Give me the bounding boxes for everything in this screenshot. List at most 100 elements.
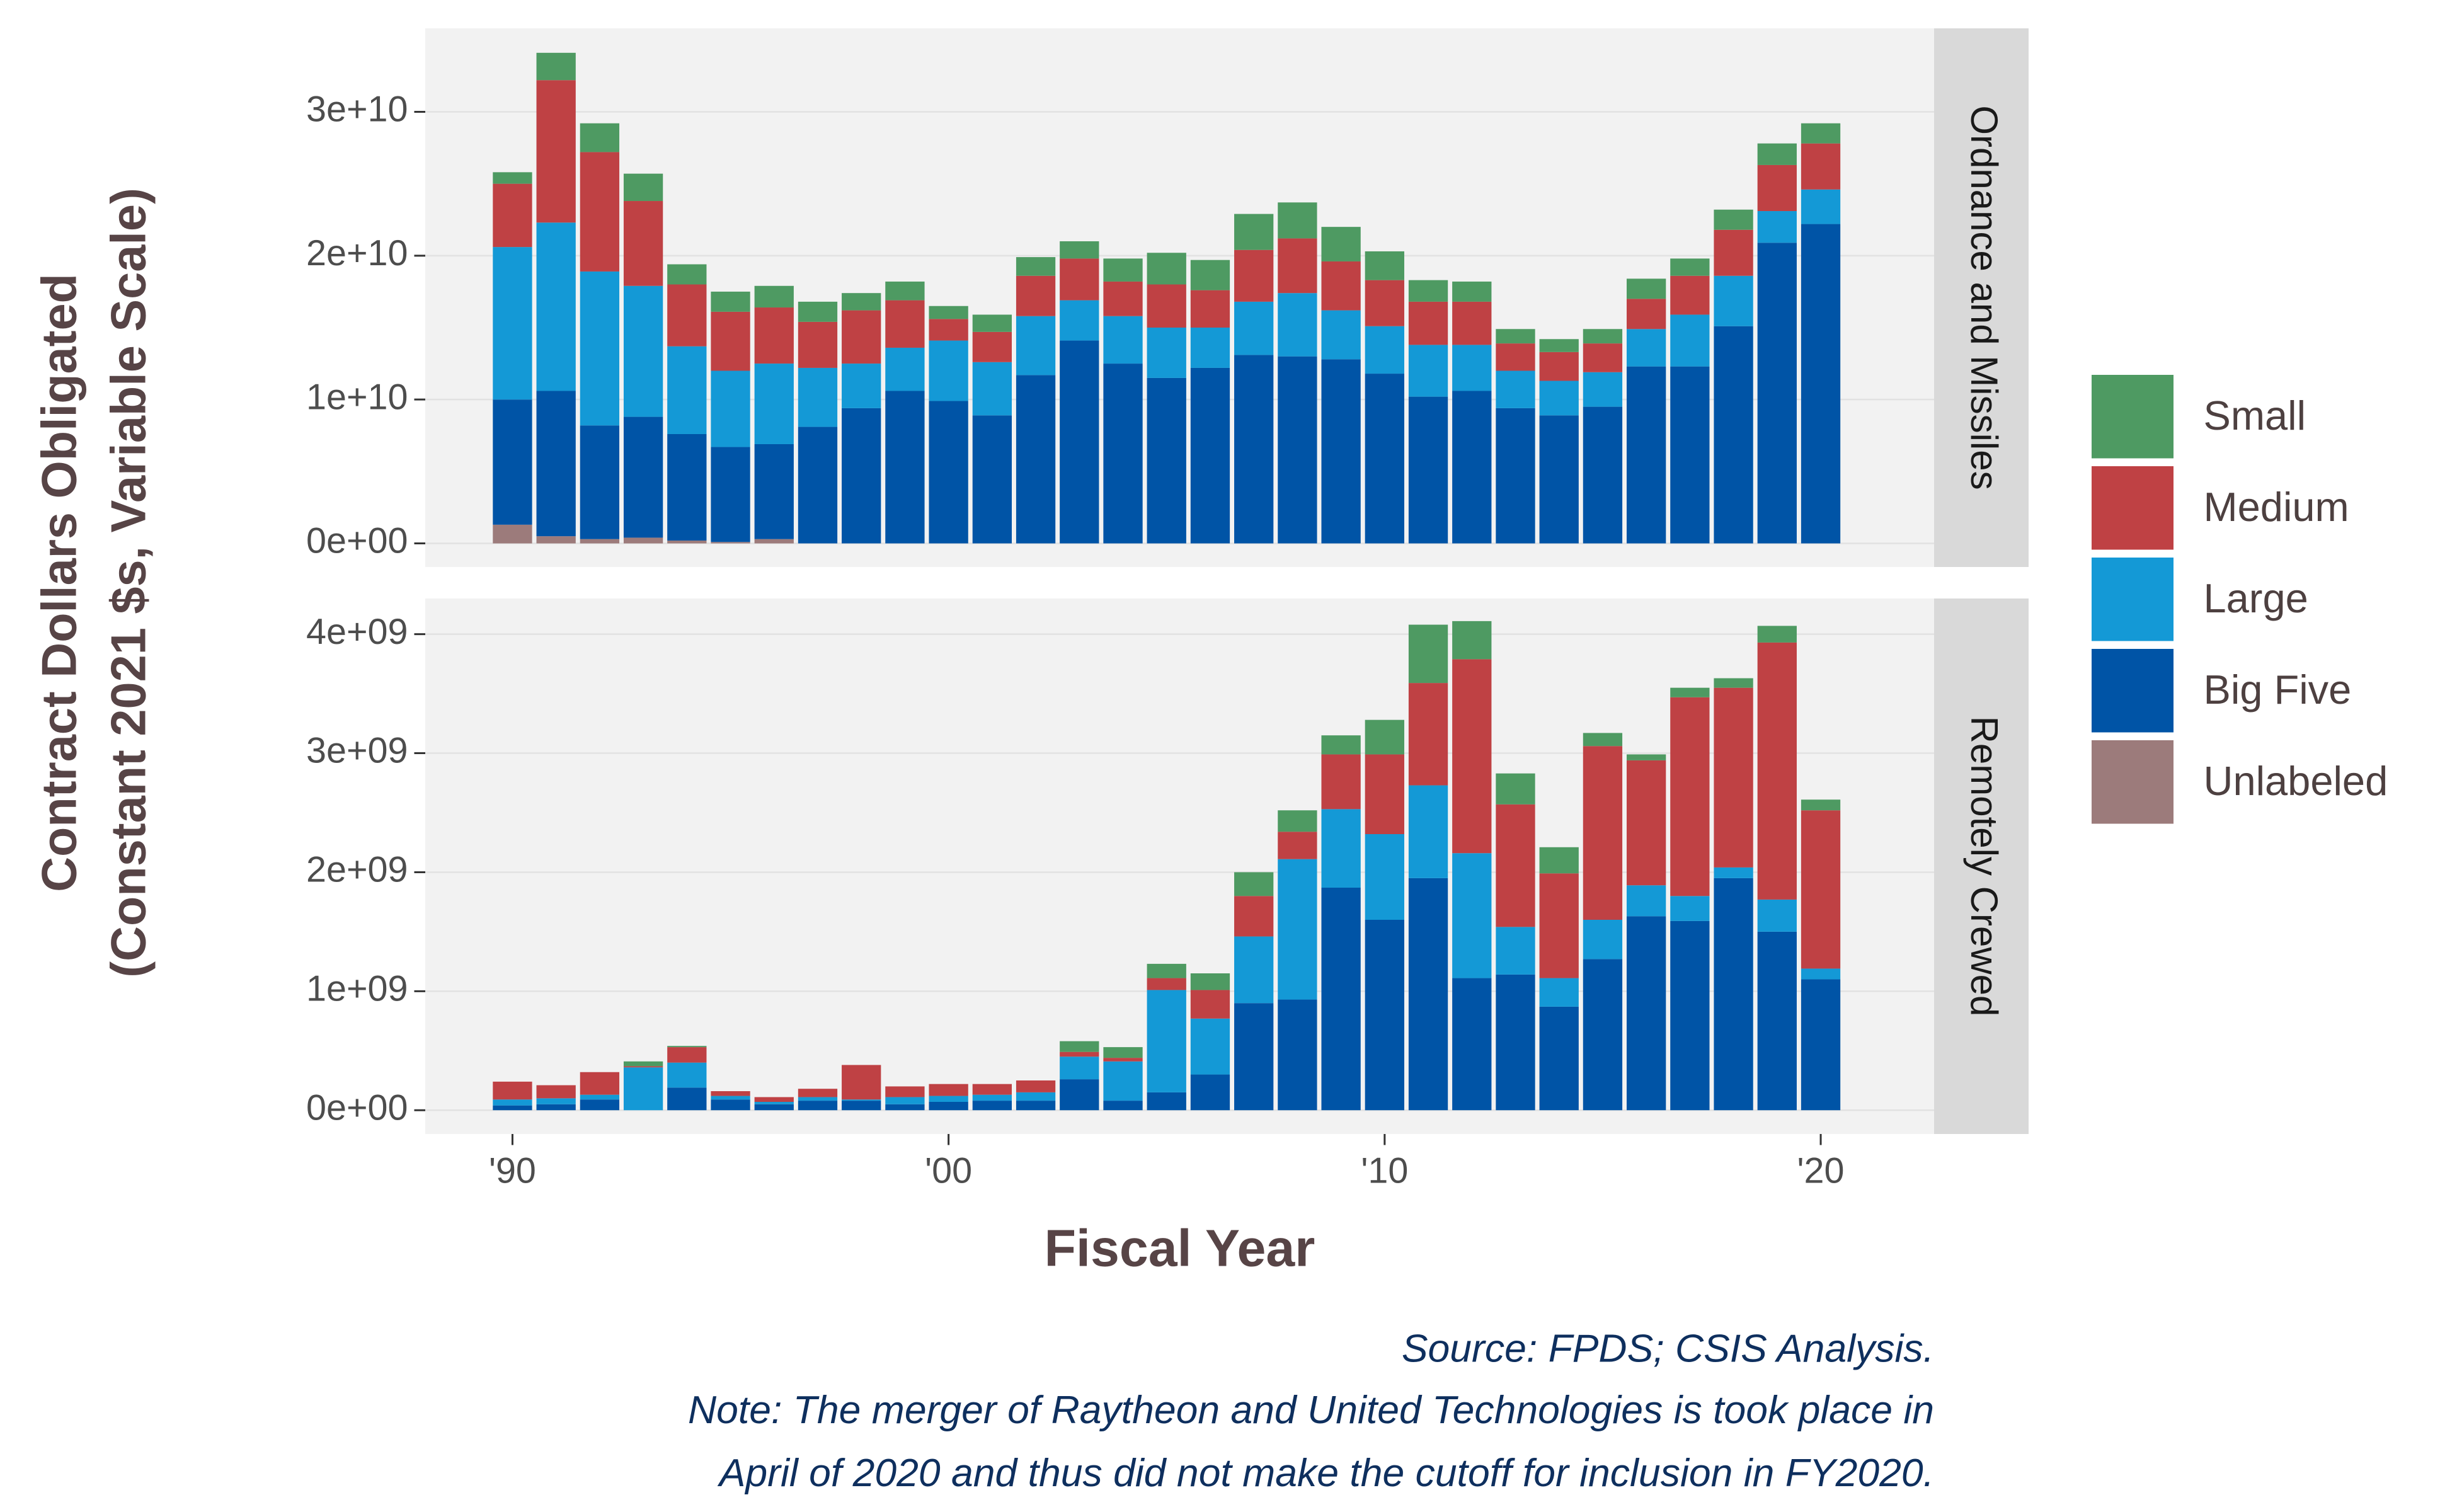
bar-segment [1801, 799, 1841, 811]
bar-segment [842, 1065, 881, 1100]
bar-segment [1278, 810, 1317, 832]
bar-segment [667, 1062, 707, 1088]
bar-segment [1670, 896, 1710, 921]
bar-segment [1365, 920, 1404, 1111]
bar-segment [1714, 678, 1753, 688]
bar-segment [1583, 959, 1623, 1111]
bar-segment [667, 264, 707, 285]
y-tick-label: 2e+10 [306, 233, 408, 273]
bar-segment [623, 416, 663, 538]
legend-label: Small [2204, 392, 2306, 438]
bar-segment [929, 319, 968, 341]
bar-segment [1365, 719, 1404, 755]
bar-segment [536, 52, 576, 81]
bar-segment [1452, 281, 1492, 302]
bar-segment [1060, 1057, 1099, 1080]
bar-segment [1408, 878, 1448, 1111]
caption: Note: The merger of Raytheon and United … [688, 1388, 1934, 1432]
bar-segment [885, 1104, 925, 1111]
bar-segment [798, 367, 838, 427]
bar-segment [1147, 1092, 1186, 1111]
bar-segment [972, 1094, 1012, 1101]
bar-segment [667, 540, 707, 544]
bar-segment [1496, 974, 1535, 1111]
bar-segment [536, 222, 576, 391]
bar-segment [1147, 253, 1186, 285]
y-axis-title: Contract Dollars Obligated (Constant 202… [32, 188, 156, 978]
bar-segment [1147, 963, 1186, 978]
bar-segment [1234, 872, 1274, 896]
legend-label: Medium [2204, 484, 2349, 530]
bar-segment [1408, 280, 1448, 302]
bar-segment [1452, 659, 1492, 854]
bar-segment [1321, 261, 1361, 311]
bar-segment [929, 340, 968, 401]
bar-segment [1583, 343, 1623, 372]
bar-segment [1714, 275, 1753, 326]
bar-segment [842, 1101, 881, 1111]
bar-segment [493, 1099, 532, 1106]
bar-segment [580, 1099, 620, 1111]
bar-segment [1408, 301, 1448, 345]
bar-segment [885, 300, 925, 348]
bar-segment [623, 1067, 663, 1111]
bar-segment [929, 1096, 968, 1102]
bar-segment [1714, 687, 1753, 868]
bar-segment [1190, 1018, 1230, 1075]
bar-segment [885, 1097, 925, 1104]
bar-segment [1016, 275, 1056, 316]
y-tick-label: 3e+09 [306, 731, 408, 771]
bar-segment [1627, 366, 1666, 544]
facet-strip [1934, 28, 2029, 567]
bar-segment [1757, 243, 1797, 544]
bar-segment [1103, 1101, 1143, 1111]
bar-segment [1496, 370, 1535, 408]
bar-segment [1016, 375, 1056, 544]
bar-segment [1278, 859, 1317, 1000]
bar-segment [1670, 920, 1710, 1111]
bar-segment [1147, 990, 1186, 1092]
bar-segment [1539, 415, 1579, 544]
bar-segment [711, 447, 750, 542]
bar-segment [754, 307, 794, 364]
bar-segment [1365, 754, 1404, 834]
bar-segment [1103, 364, 1143, 544]
bar-segment [1496, 408, 1535, 544]
legend-label: Unlabeled [2204, 758, 2388, 804]
bar-segment [711, 311, 750, 371]
legend-key [2088, 463, 2177, 553]
legend-label: Big Five [2204, 667, 2352, 713]
bar-segment [1103, 1058, 1143, 1062]
bar-segment [1627, 760, 1666, 886]
bar-segment [667, 346, 707, 434]
bar-segment [1234, 214, 1274, 250]
y-tick-label: 2e+09 [306, 850, 408, 890]
bar-segment [1060, 258, 1099, 301]
x-tick-label: '00 [925, 1151, 972, 1191]
y-tick-label: 1e+10 [306, 377, 408, 417]
x-tick-label: '90 [489, 1151, 536, 1191]
bar-segment [1801, 810, 1841, 969]
y-tick-label: 0e+00 [306, 521, 408, 561]
bar-segment [798, 1097, 838, 1101]
bar-segment [754, 1104, 794, 1111]
bar-segment [1670, 366, 1710, 544]
bar-segment [1278, 238, 1317, 294]
bar-segment [1757, 899, 1797, 932]
bar-segment [1452, 621, 1492, 660]
bar-segment [1714, 209, 1753, 230]
bar-segment [493, 183, 532, 248]
bar-segment [1583, 746, 1623, 920]
bar-segment [885, 281, 925, 301]
bar-segment [1278, 293, 1317, 357]
bar-segment [623, 285, 663, 417]
bar-segment [1496, 927, 1535, 975]
bar-segment [667, 1087, 707, 1111]
bar-segment [1496, 329, 1535, 344]
bar-segment [1060, 1051, 1099, 1057]
bar-segment [798, 301, 838, 322]
bar-segment [1496, 343, 1535, 371]
bar-segment [1147, 978, 1186, 990]
bar-segment [1190, 290, 1230, 328]
bar-segment [754, 364, 794, 444]
